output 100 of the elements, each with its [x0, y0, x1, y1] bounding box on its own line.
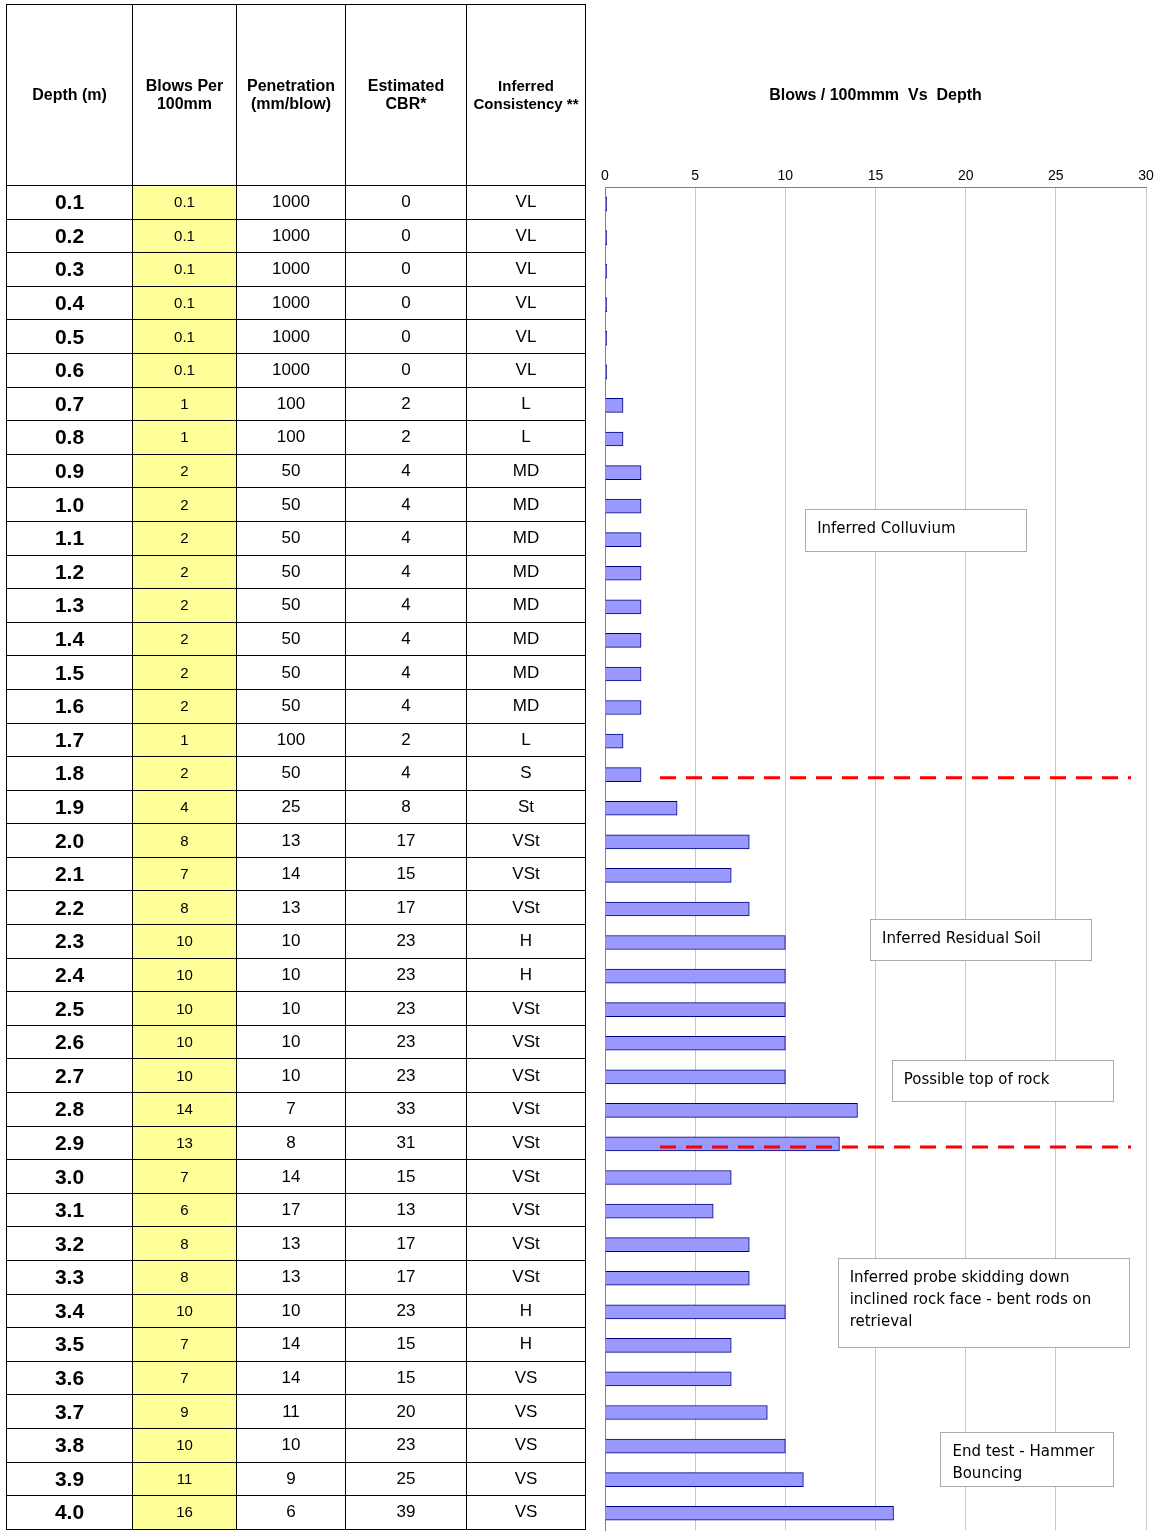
data-label: 4: [345, 689, 467, 723]
y-tick-label: 0.4: [6, 286, 133, 320]
data-label: 23: [345, 991, 467, 1026]
y-tick-label: 0.7: [6, 387, 133, 421]
data-label: 7: [132, 1327, 237, 1362]
data-label: 13: [236, 1226, 346, 1261]
data-label: 0.1: [132, 286, 237, 320]
data-label: 50: [236, 487, 346, 522]
data-label: 20: [345, 1394, 467, 1429]
text: VSt: [512, 1065, 540, 1085]
text: L: [521, 729, 531, 749]
y-tick-label: 3.5: [6, 1327, 133, 1362]
data-label: 50: [236, 622, 346, 656]
data-label: 10: [132, 1428, 237, 1463]
chart-title: Blows / 100mmm Vs Depth: [769, 86, 982, 104]
y-tick-label: 0.3: [6, 252, 133, 287]
y-tick-label: 2.0: [6, 823, 133, 858]
data-label: 10: [132, 1294, 237, 1328]
data-label: 100: [236, 420, 346, 455]
x-tick-label: 0: [601, 166, 610, 183]
y-tick-label: 2.2: [6, 890, 133, 925]
text: VSt: [512, 1032, 540, 1052]
data-label: 50: [236, 521, 346, 556]
data-label: 1000: [236, 286, 346, 320]
data-label: 1000: [236, 185, 346, 220]
x-tick-label: 15: [867, 166, 884, 183]
data-label: 1: [132, 723, 237, 757]
text: VL: [515, 360, 537, 380]
data-label: 7: [132, 1159, 237, 1194]
text: St: [517, 796, 535, 816]
data-label: 100: [236, 387, 346, 421]
data-label: 0.1: [132, 185, 237, 220]
x-tick-label: 20: [957, 166, 974, 183]
data-label: 4: [345, 487, 467, 522]
note-box: Inferred probe skidding down inclined rock face - bent rods on retrieval: [837, 1257, 1130, 1348]
y-tick-label: 0.8: [6, 420, 133, 455]
data-label: 23: [345, 924, 467, 959]
text: VS: [514, 1435, 538, 1455]
y-tick-label: 1.3: [6, 588, 133, 623]
data-label: 17: [236, 1193, 346, 1227]
data-label: 6: [132, 1193, 237, 1227]
text: VSt: [512, 1200, 540, 1220]
data-label: 100: [236, 723, 346, 757]
data-label: 23: [345, 958, 467, 992]
data-label: 17: [345, 823, 467, 858]
data-label: 1000: [236, 353, 346, 388]
text: VL: [515, 326, 537, 346]
note-box: End test - Hammer Bouncing: [940, 1432, 1114, 1487]
text: L: [521, 393, 531, 413]
y-tick-label: 2.4: [6, 958, 133, 992]
y-tick-label: 2.3: [6, 924, 133, 959]
data-label: 13: [236, 823, 346, 858]
data-label: 2: [132, 588, 237, 623]
y-tick-label: 1.8: [6, 756, 133, 791]
data-label: 14: [236, 1159, 346, 1194]
data-label: 10: [236, 958, 346, 992]
y-tick-label: 2.6: [6, 1025, 133, 1059]
text: VSt: [512, 998, 540, 1018]
text: VSt: [512, 830, 540, 850]
data-label: 50: [236, 689, 346, 723]
data-label: 11: [236, 1394, 346, 1429]
text: MD: [512, 528, 540, 548]
text: MD: [512, 461, 540, 481]
text: VS: [514, 1468, 538, 1488]
data-label: 4: [345, 756, 467, 791]
data-label: 10: [236, 924, 346, 959]
y-tick-label: 3.7: [6, 1394, 133, 1429]
text: H: [519, 964, 533, 984]
data-label: 0: [345, 286, 467, 320]
text: H: [519, 1334, 533, 1354]
text: VSt: [512, 864, 540, 884]
data-label: 2: [132, 689, 237, 723]
data-label: 0: [345, 219, 467, 253]
data-label: 4: [132, 790, 237, 824]
text: VL: [515, 293, 537, 313]
data-label: 50: [236, 555, 346, 589]
data-label: 17: [345, 890, 467, 925]
data-label: 13: [236, 890, 346, 925]
data-label: 2: [132, 521, 237, 556]
text: L: [521, 427, 531, 447]
data-label: 1000: [236, 219, 346, 253]
data-label: 14: [236, 857, 346, 891]
data-label: 2: [345, 387, 467, 421]
y-tick-label: 4.0: [6, 1495, 133, 1530]
text: VSt: [512, 1099, 540, 1119]
text: MD: [512, 595, 540, 615]
text: VSt: [512, 1233, 540, 1253]
data-label: 31: [345, 1126, 467, 1160]
text: MD: [512, 561, 540, 581]
data-label: 13: [236, 1260, 346, 1295]
data-label: 1000: [236, 252, 346, 287]
y-tick-label: 3.3: [6, 1260, 133, 1295]
data-label: 13: [345, 1193, 467, 1227]
data-label: 50: [236, 655, 346, 690]
x-tick-label: Estimated CBR*: [345, 4, 467, 186]
data-label: 0.1: [132, 219, 237, 253]
y-tick-label: 2.7: [6, 1058, 133, 1093]
data-label: 10: [132, 958, 237, 992]
data-label: 10: [236, 1025, 346, 1059]
y-tick-label: 1.9: [6, 790, 133, 824]
